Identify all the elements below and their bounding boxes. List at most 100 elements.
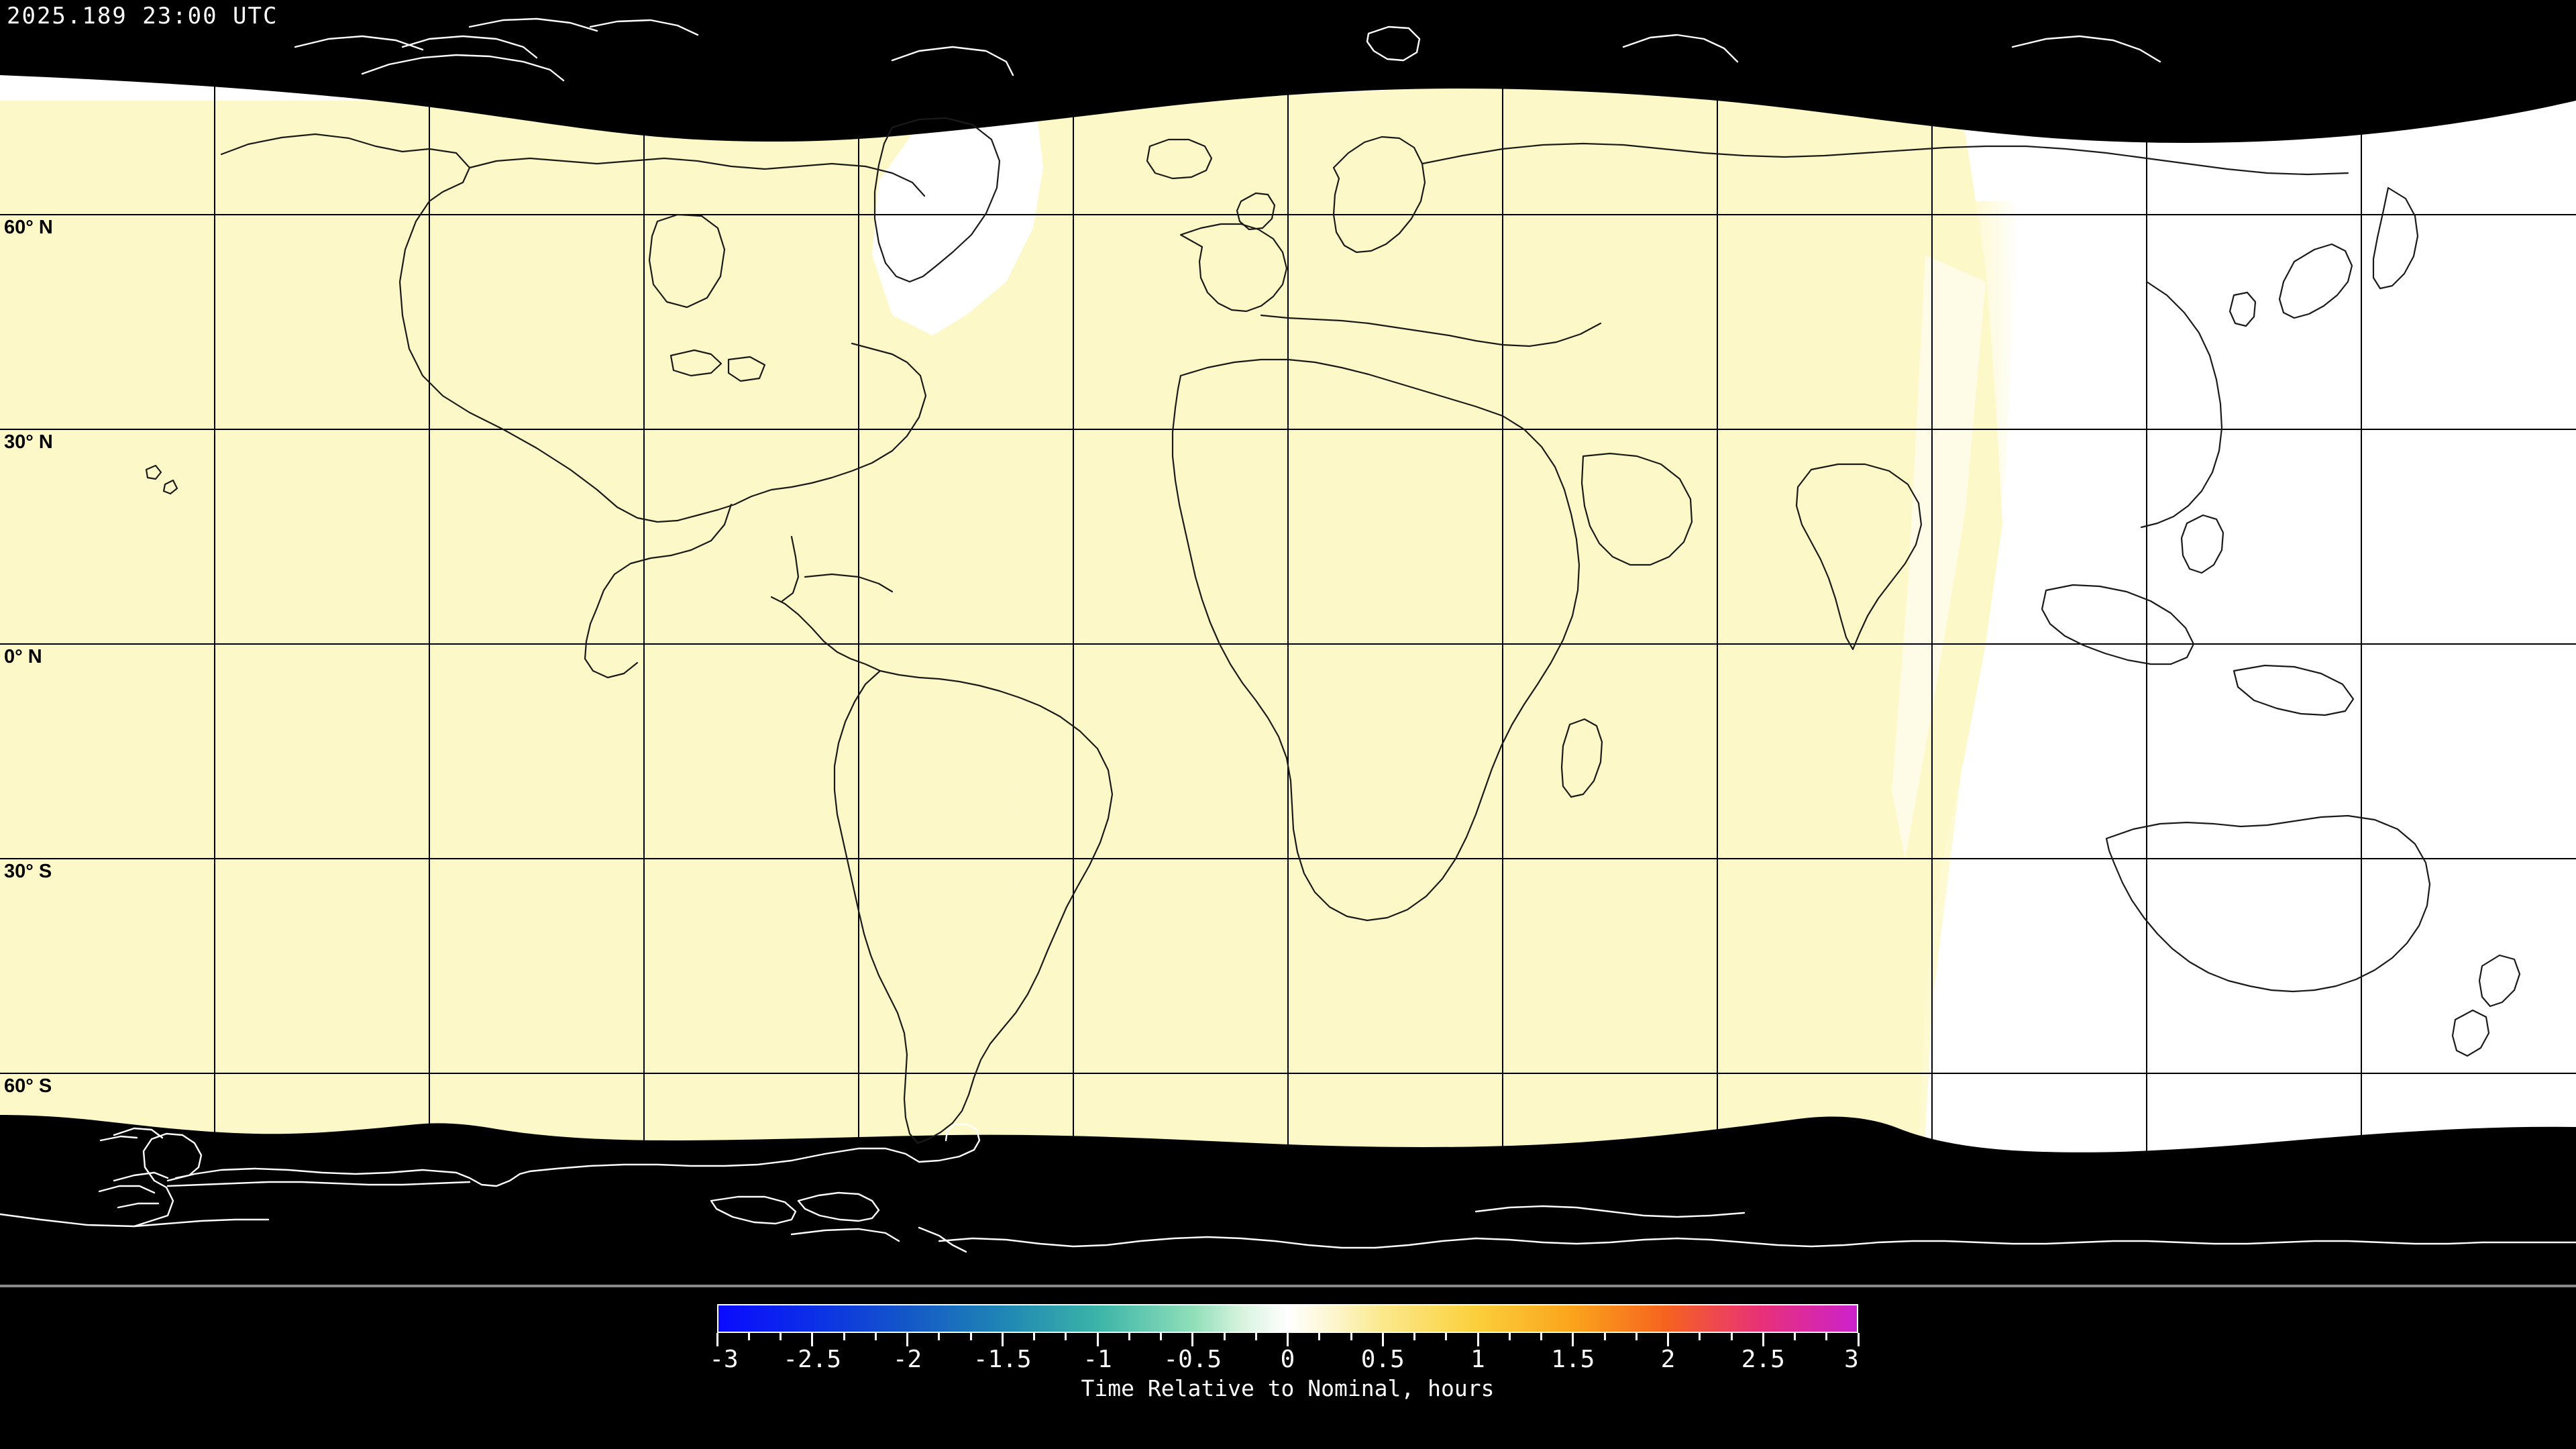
colorbar-tick-major <box>1001 1333 1004 1346</box>
colorbar-tick-minor <box>1508 1333 1511 1340</box>
colorbar-tick-minor <box>1160 1333 1162 1340</box>
coastline-europe <box>1179 223 1288 313</box>
lat-label-0n: 0° N <box>4 646 42 667</box>
world-map-svg <box>0 0 2576 1285</box>
colorbar-tick-major <box>1191 1333 1194 1346</box>
lat-label-60n: 60° N <box>4 217 53 238</box>
colorbar-tick-major <box>811 1333 814 1346</box>
swath-region-warm <box>0 101 1060 1285</box>
coastline-great-lakes-2 <box>727 356 766 382</box>
colorbar-tick-minor <box>1350 1333 1352 1340</box>
colorbar-tick-label: 3 <box>1844 1346 1859 1373</box>
coastline-iceland <box>1146 138 1213 180</box>
colorbar-tick-minor <box>1794 1333 1796 1340</box>
colorbar-tick-major <box>716 1333 718 1346</box>
colorbar-tick-label: 1 <box>1470 1346 1485 1373</box>
colorbar-caption: Time Relative to Nominal, hours <box>1081 1375 1495 1401</box>
colorbar-tick-major <box>1857 1333 1860 1346</box>
colorbar-tick-label: 0 <box>1280 1346 1295 1373</box>
colorbar-tick-minor <box>1730 1333 1733 1340</box>
colorbar-tick-minor <box>969 1333 972 1340</box>
coastline-arctic-svalbard <box>1366 25 1421 62</box>
coastline-antarctica-5 <box>113 1127 164 1139</box>
colorbar[interactable]: -3 -2.5 -2 -1.5 -1 -0.5 0 0.5 1 1.5 2 2.5 3 <box>709 1304 1860 1377</box>
coastline-antarctica-shelf-east <box>1474 1205 1746 1218</box>
colorbar-tick-minor <box>938 1333 941 1340</box>
colorbar-tick-label: 0.5 <box>1360 1346 1405 1373</box>
colorbar-tick-major <box>906 1333 908 1346</box>
colorbar-tick-minor <box>874 1333 877 1340</box>
coastline-australia <box>2105 814 2431 993</box>
lat-label-60s: 60° S <box>4 1075 52 1097</box>
colorbar-tick-major <box>1381 1333 1384 1346</box>
colorbar-tick-major <box>1287 1333 1289 1346</box>
colorbar-tick-minor <box>1128 1333 1130 1340</box>
colorbar-tick-minor <box>1318 1333 1321 1340</box>
colorbar-tick-minor <box>1413 1333 1415 1340</box>
coastline-hudson-bay <box>648 213 726 309</box>
colorbar-tick-minor <box>843 1333 845 1340</box>
coastlines <box>145 117 2521 1144</box>
colorbar-tick-label: -0.5 <box>1163 1346 1222 1373</box>
colorbar-tick-label: -3 <box>709 1346 739 1373</box>
coastline-antarctica <box>0 1132 203 1228</box>
colorbar-tick-minor <box>747 1333 750 1340</box>
coverage-gap-sea <box>1892 255 1986 859</box>
coastline-arctic-siberia-islands <box>2011 35 2161 63</box>
map-plot-area[interactable]: 60° N 30° N 0° N 30° S 60° S <box>0 0 2576 1287</box>
colorbar-tick-labels: -3 -2.5 -2 -1.5 -1 -0.5 0 0.5 1 1.5 2 2.5 3 <box>709 1346 1859 1377</box>
colorbar-tick-label: 2 <box>1660 1346 1676 1373</box>
coastline-antarctica-ross <box>790 1228 900 1242</box>
lat-label-30n: 30° N <box>4 431 53 453</box>
colorbar-tick-major <box>1572 1333 1574 1346</box>
colorbar-tick-minor <box>1540 1333 1542 1340</box>
coastline-antarctica-ice-shelf-2 <box>166 1181 471 1187</box>
colorbar-tick-minor <box>1603 1333 1606 1340</box>
coastline-kamchatka <box>2372 186 2419 290</box>
colorbar-tick-label: 2.5 <box>1741 1346 1785 1373</box>
coastline-antarctica-west <box>710 1195 797 1225</box>
coastline-india <box>1795 463 1923 651</box>
coastline-antarctica-ice-shelf <box>166 1167 531 1187</box>
coastline-indonesia <box>2041 584 2195 665</box>
coastline-east-asia <box>2140 280 2223 529</box>
coastline-arctic-novaya-zemlya <box>1622 34 1739 63</box>
coastline-hawaii-2 <box>162 479 178 495</box>
coastline-british-isles <box>1236 192 1276 231</box>
coastline-arctic-islands-2 <box>468 17 598 32</box>
coastline-hawaii <box>145 464 162 480</box>
coastline-arabia <box>1580 452 1693 566</box>
colorbar-ticks <box>716 1333 1860 1348</box>
coastline-new-guinea <box>2233 664 2355 716</box>
coastline-antarctica-east-2 <box>1374 1237 2576 1249</box>
coastline-antarctica-queen-maud <box>529 1147 920 1173</box>
coastline-antarctica-2 <box>133 1218 270 1228</box>
coastline-korea <box>2229 291 2257 327</box>
timestamp-title: 2025.189 23:00 UTC <box>7 3 278 30</box>
coastline-arctic-islands-1 <box>401 35 538 59</box>
colorbar-tick-major <box>1096 1333 1099 1346</box>
coastline-antarctica-3 <box>113 1171 169 1182</box>
colorbar-tick-label: -1 <box>1083 1346 1112 1373</box>
colorbar-tick-minor <box>1033 1333 1035 1340</box>
coastline-greenland <box>873 117 1001 283</box>
colorbar-tick-minor <box>1699 1333 1701 1340</box>
coastline-mediterranean <box>1260 314 1602 347</box>
coastline-arctic-greenland-n <box>891 46 1014 76</box>
colorbar-tick-minor <box>1065 1333 1067 1340</box>
coastline-madagascar <box>1560 718 1603 798</box>
colorbar-tick-minor <box>1254 1333 1257 1340</box>
colorbar-tick-minor <box>1445 1333 1448 1340</box>
coastline-antarctica-peninsula <box>918 1123 981 1163</box>
coastline-arctic-islands-3 <box>589 19 699 36</box>
coastline-us-gulf <box>584 503 733 679</box>
coastline-arctic-nunavut <box>294 35 424 51</box>
graticule <box>0 0 2576 1285</box>
coastline-scandinavia <box>1332 136 1426 254</box>
coastline-florida <box>781 535 800 602</box>
colorbar-tick-minor <box>1825 1333 1828 1340</box>
coverage-gap-greenland <box>872 101 1043 335</box>
coastline-antarctica-4 <box>98 1185 156 1194</box>
colorbar-tick-label: -1.5 <box>973 1346 1032 1373</box>
